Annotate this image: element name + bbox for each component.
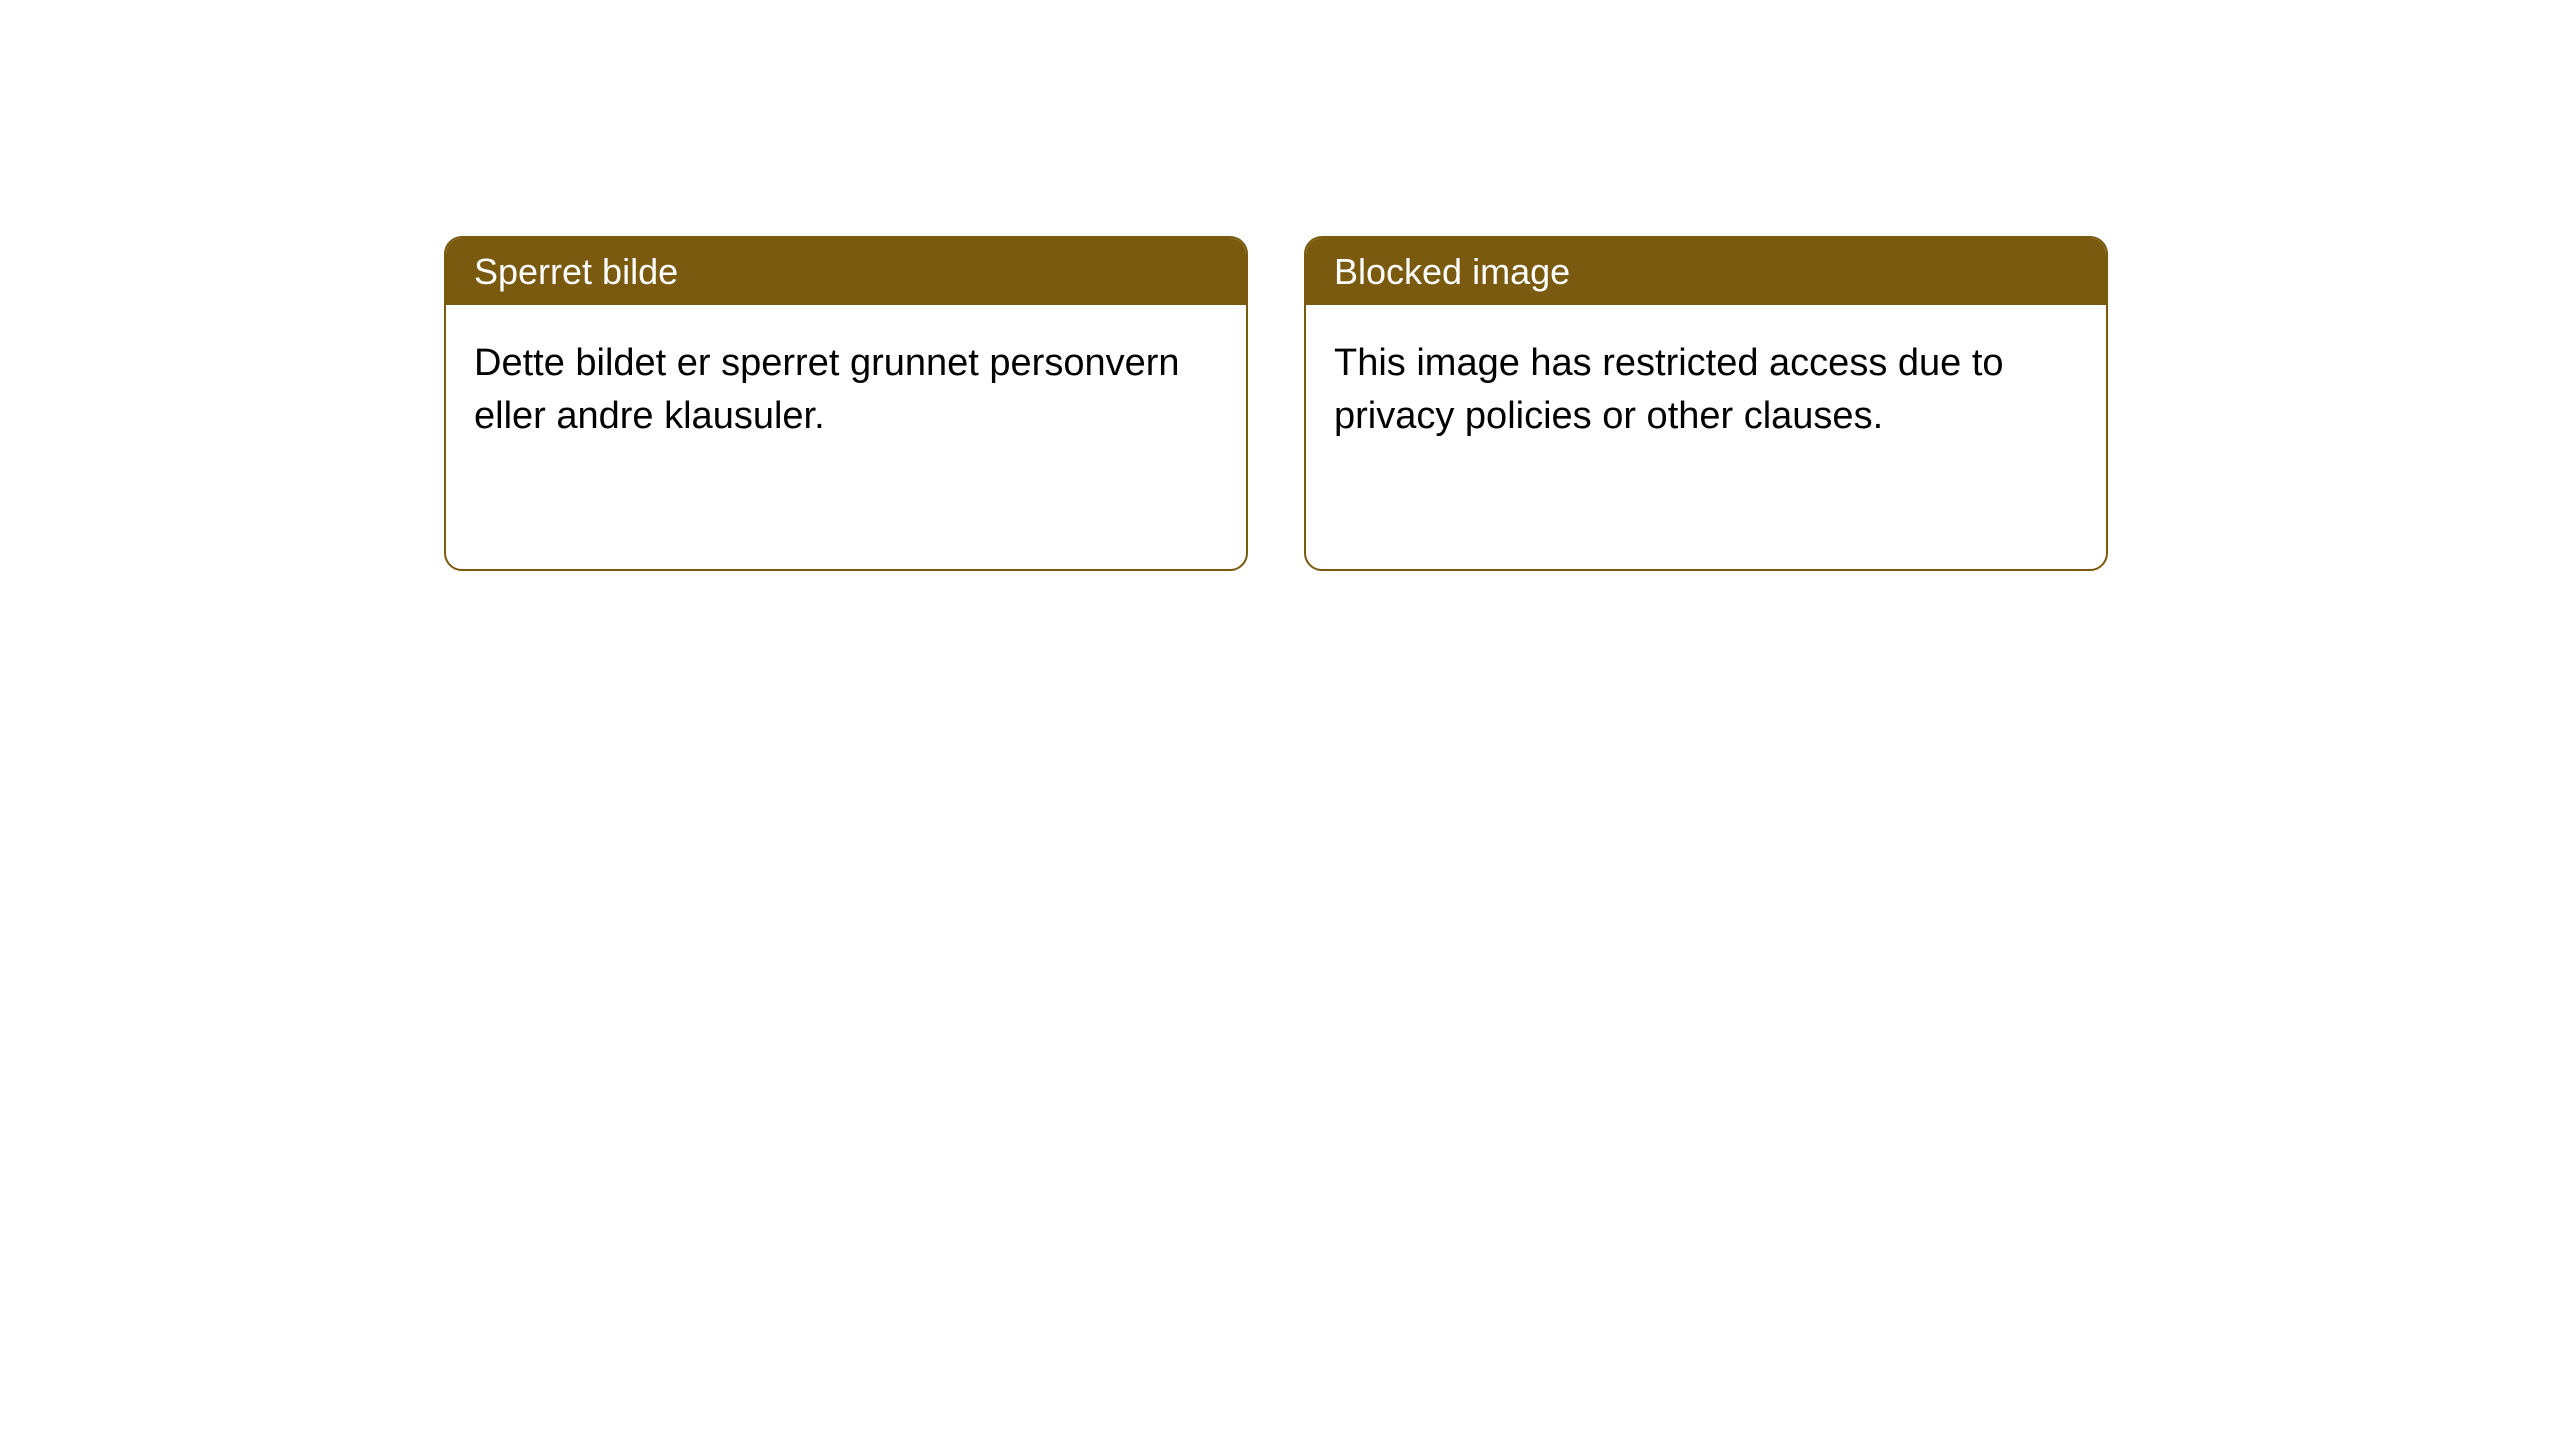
card-title: Blocked image <box>1334 251 1570 292</box>
card-header: Sperret bilde <box>446 238 1246 305</box>
card-title: Sperret bilde <box>474 251 678 292</box>
notice-cards-container: Sperret bilde Dette bildet er sperret gr… <box>444 236 2108 571</box>
notice-card-norwegian: Sperret bilde Dette bildet er sperret gr… <box>444 236 1248 571</box>
notice-card-english: Blocked image This image has restricted … <box>1304 236 2108 571</box>
card-body: Dette bildet er sperret grunnet personve… <box>446 305 1246 475</box>
card-body: This image has restricted access due to … <box>1306 305 2106 475</box>
card-body-text: This image has restricted access due to … <box>1334 342 2004 437</box>
card-body-text: Dette bildet er sperret grunnet personve… <box>474 342 1180 437</box>
card-header: Blocked image <box>1306 238 2106 305</box>
